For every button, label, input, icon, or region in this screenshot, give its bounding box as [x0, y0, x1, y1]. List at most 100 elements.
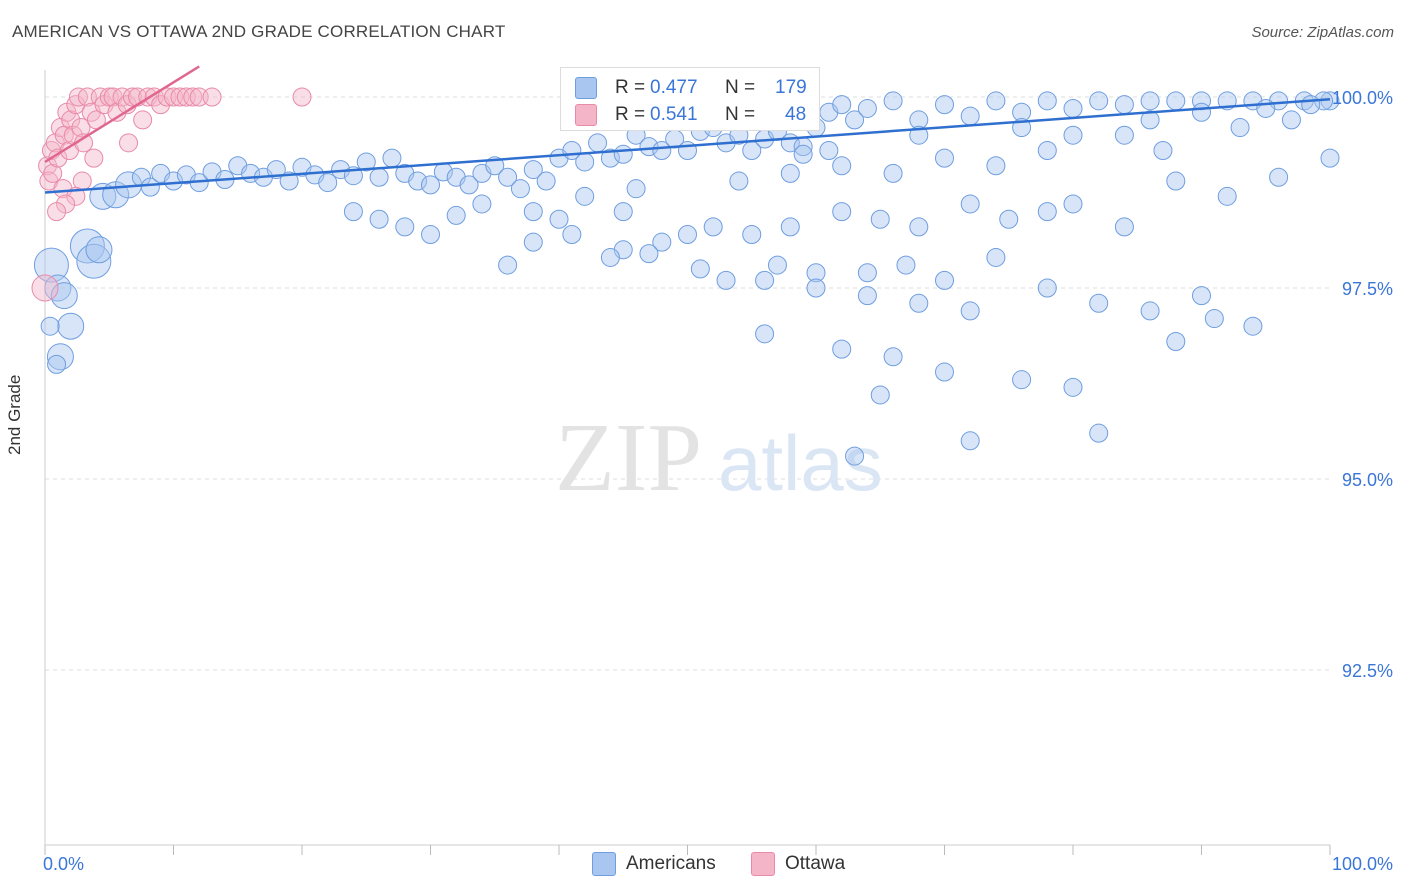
americans-point: [652, 232, 672, 252]
ottawa-point: [119, 133, 139, 153]
americans-point: [999, 209, 1019, 229]
americans-point: [523, 160, 543, 180]
americans-point: [1037, 278, 1057, 298]
americans-point: [755, 324, 775, 344]
legend-swatch-ottawa: [575, 104, 597, 126]
americans-point: [678, 225, 697, 245]
americans-point: [1256, 98, 1276, 118]
americans-point: [421, 175, 440, 195]
americans-point: [832, 156, 852, 176]
americans-point: [857, 286, 877, 306]
ottawa-point: [183, 87, 203, 107]
correlation-legend: R = 0.477 N = 179 R = 0.541 N = 48: [560, 67, 820, 131]
americans-point: [575, 186, 595, 206]
americans-point: [909, 217, 929, 237]
trendline-americans: [44, 98, 1331, 194]
bottom-legend-label: Americans: [626, 853, 716, 874]
americans-point: [279, 171, 299, 191]
legend-r-value: 0.541: [650, 104, 698, 125]
americans-point: [588, 133, 608, 153]
americans-point: [523, 232, 543, 252]
legend-r-label: R =: [615, 104, 646, 125]
americans-point: [960, 301, 980, 321]
americans-point: [395, 217, 415, 237]
americans-point: [613, 144, 633, 164]
ottawa-point: [66, 95, 86, 115]
americans-point: [1140, 91, 1160, 111]
watermark-zip: ZIP: [555, 404, 702, 512]
americans-point: [575, 152, 595, 172]
americans-point: [960, 106, 980, 126]
americans-point: [909, 125, 929, 145]
americans-point: [1063, 125, 1083, 145]
americans-point: [639, 137, 659, 157]
americans-point: [369, 209, 389, 229]
americans-point: [1037, 140, 1057, 160]
americans-point: [343, 202, 363, 222]
americans-point: [857, 98, 877, 118]
americans-point: [1114, 125, 1134, 145]
americans-point: [832, 339, 852, 359]
americans-point: [1063, 194, 1083, 214]
americans-point: [1166, 171, 1186, 191]
americans-point: [1089, 293, 1109, 313]
americans-point: [1166, 331, 1186, 351]
americans-point: [600, 247, 620, 267]
americans-point: [1140, 301, 1160, 321]
americans-point: [780, 217, 800, 237]
americans-point: [369, 167, 389, 187]
americans-point: [562, 225, 582, 245]
americans-point: [986, 247, 1006, 267]
grid-lines: [45, 96, 1330, 671]
americans-point: [832, 95, 852, 115]
americans-point: [883, 163, 903, 183]
tick-labels: 100.0% 97.5% 95.0% 92.5% 0.0% 100.0%: [43, 88, 1393, 874]
americans-point: [793, 144, 813, 164]
americans-point: [986, 91, 1006, 111]
legend-r-label: R =: [615, 77, 646, 98]
americans-point: [1243, 316, 1263, 336]
ottawa-point: [84, 148, 104, 168]
bottom-legend-label: Ottawa: [785, 853, 846, 874]
ottawa-point: [31, 274, 59, 302]
y-tick-label: 100.0%: [1332, 88, 1393, 108]
americans-point: [767, 255, 787, 275]
americans-point: [536, 171, 556, 191]
americans-point: [1037, 202, 1057, 222]
ottawa-point: [133, 110, 153, 130]
americans-point: [1281, 110, 1301, 130]
americans-point: [318, 173, 338, 193]
americans-point: [742, 225, 762, 245]
americans-point: [85, 236, 113, 264]
americans-point: [1166, 91, 1186, 111]
americans-point: [459, 175, 479, 195]
americans-point: [716, 270, 736, 290]
americans-point: [1012, 370, 1032, 390]
americans-point: [498, 255, 518, 275]
americans-point: [164, 171, 183, 191]
series-ottawa: [31, 87, 312, 302]
americans-point: [57, 312, 85, 340]
americans-point: [382, 148, 402, 168]
americans-point: [1114, 217, 1134, 237]
americans-point: [857, 263, 877, 283]
americans-point: [510, 179, 530, 199]
americans-point: [421, 225, 440, 245]
americans-point: [935, 148, 954, 168]
americans-point: [690, 259, 710, 279]
legend-swatch-americans: [575, 77, 597, 99]
y-tick-label: 95.0%: [1342, 470, 1393, 490]
ottawa-point: [202, 87, 222, 107]
americans-point: [626, 179, 646, 199]
legend-n-label: N =: [725, 104, 756, 125]
americans-point: [498, 167, 518, 187]
americans-point: [523, 202, 543, 222]
americans-point: [1217, 186, 1237, 206]
americans-point: [909, 293, 929, 313]
americans-point: [600, 148, 620, 168]
chart-title: AMERICAN VS OTTAWA 2ND GRADE CORRELATION…: [12, 22, 506, 41]
americans-point: [472, 194, 492, 214]
americans-point: [1140, 110, 1160, 130]
americans-point: [883, 347, 903, 367]
